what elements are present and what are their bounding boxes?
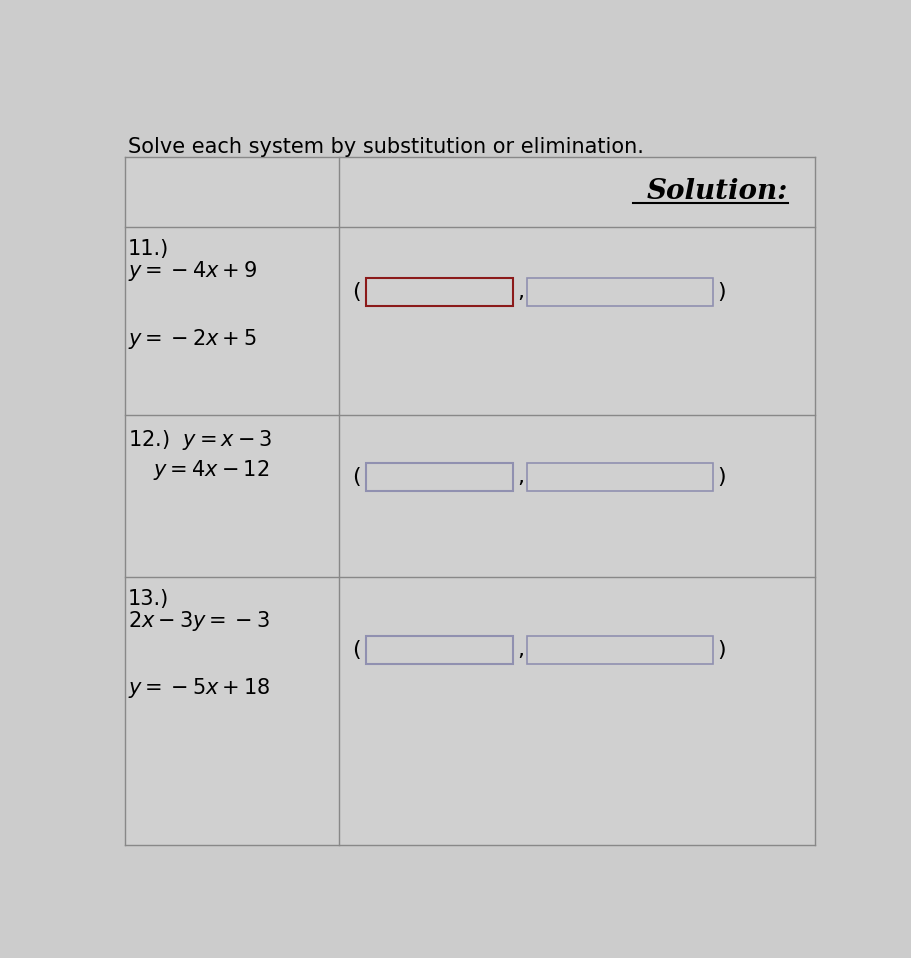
Bar <box>527 463 713 490</box>
Text: Solution:: Solution: <box>647 178 788 205</box>
Text: 13.): 13.) <box>128 589 169 609</box>
Text: $y = 4x - 12$: $y = 4x - 12$ <box>153 458 269 482</box>
Text: $2x - 3y = -3$: $2x - 3y = -3$ <box>128 609 270 633</box>
Text: ,: , <box>517 640 524 660</box>
Text: (: ( <box>353 282 361 302</box>
Text: ): ) <box>718 467 726 487</box>
Text: (: ( <box>353 640 361 660</box>
Text: ): ) <box>718 640 726 660</box>
Text: Solve each system by substitution or elimination.: Solve each system by substitution or eli… <box>128 137 644 156</box>
Bar <box>527 636 713 664</box>
Text: (: ( <box>353 467 361 487</box>
Bar <box>365 463 513 490</box>
Text: 12.)  $y = x - 3$: 12.) $y = x - 3$ <box>128 427 272 451</box>
Bar <box>365 636 513 664</box>
Text: $y = -4x + 9$: $y = -4x + 9$ <box>128 259 257 283</box>
Bar <box>365 278 513 306</box>
Text: $y = -2x + 5$: $y = -2x + 5$ <box>128 327 257 351</box>
Bar <box>527 278 713 306</box>
Text: 11.): 11.) <box>128 239 169 259</box>
Text: ,: , <box>517 282 524 302</box>
Text: ): ) <box>718 282 726 302</box>
Text: ,: , <box>517 467 524 487</box>
Text: $y = -5x + 18$: $y = -5x + 18$ <box>128 675 271 699</box>
